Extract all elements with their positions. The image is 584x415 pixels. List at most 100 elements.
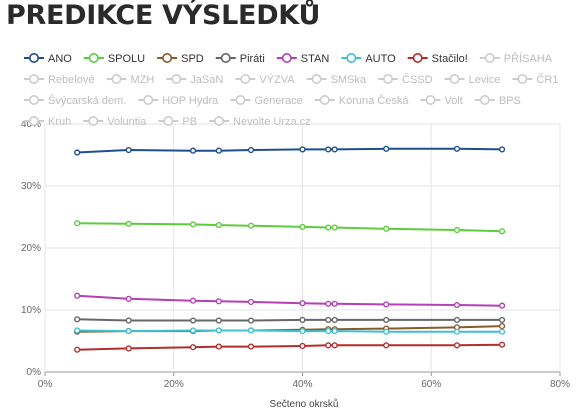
data-point-stan[interactable] <box>215 298 222 305</box>
legend-item-jasan[interactable]: JaSaN <box>166 74 223 86</box>
data-point-stan[interactable] <box>453 301 461 309</box>
data-point-pirati[interactable] <box>383 316 390 324</box>
data-point-spolu[interactable] <box>125 220 132 227</box>
data-point-stan[interactable] <box>74 292 81 299</box>
legend-label: Švýcarská dem. <box>48 94 126 107</box>
data-point-stan[interactable] <box>325 300 332 307</box>
data-point-spolu[interactable] <box>453 226 461 234</box>
legend-item-hop-hydra[interactable]: HOP Hydra <box>138 95 219 107</box>
data-point-ano[interactable] <box>383 145 390 152</box>
data-point-auto[interactable] <box>383 328 390 335</box>
legend-item-bps[interactable]: BPS <box>474 95 521 107</box>
data-point-ano[interactable] <box>215 147 222 154</box>
data-point-auto[interactable] <box>453 328 461 335</box>
data-point-stacilo[interactable] <box>189 344 197 351</box>
data-point-spolu[interactable] <box>498 228 506 235</box>
data-point-pirati[interactable] <box>74 316 81 323</box>
data-point-stan[interactable] <box>498 302 506 309</box>
legend-label: Voluntia <box>107 116 147 128</box>
data-point-auto[interactable] <box>215 327 222 334</box>
data-point-ano[interactable] <box>125 146 132 154</box>
data-point-ano[interactable] <box>299 146 306 153</box>
data-point-auto[interactable] <box>125 327 132 335</box>
legend-item-ano[interactable]: ANO <box>24 52 72 65</box>
data-point-spolu[interactable] <box>189 221 197 228</box>
data-point-stacilo[interactable] <box>74 346 81 353</box>
legend-item-nevolte-urza-cz[interactable]: Nevolte Urza.cz <box>209 116 311 128</box>
data-point-pirati[interactable] <box>125 317 132 324</box>
chart-grid <box>44 123 561 373</box>
data-point-spolu[interactable] <box>247 222 255 229</box>
legend-item-smska[interactable]: SMSka <box>306 74 367 86</box>
legend-symbol-marker <box>484 52 495 63</box>
data-point-stacilo[interactable] <box>498 341 506 348</box>
data-point-stacilo[interactable] <box>125 345 132 352</box>
data-point-spolu[interactable] <box>215 221 222 229</box>
data-point-spolu[interactable] <box>74 220 81 227</box>
data-point-auto[interactable] <box>331 327 338 335</box>
legend-item-auto[interactable]: AUTO <box>341 52 396 65</box>
data-point-stacilo[interactable] <box>331 342 338 349</box>
data-point-stan[interactable] <box>331 300 338 307</box>
data-point-pirati[interactable] <box>325 316 332 324</box>
data-point-auto[interactable] <box>247 327 255 334</box>
series-stacilo <box>74 341 506 353</box>
legend-item-voluntia[interactable]: Voluntia <box>83 116 147 128</box>
data-point-stacilo[interactable] <box>383 342 390 349</box>
data-point-stacilo[interactable] <box>215 343 222 350</box>
data-point-pirati[interactable] <box>299 316 306 324</box>
legend-item-cssd[interactable]: ČSSD <box>378 73 433 86</box>
legend-item-stan[interactable]: STAN <box>276 52 330 65</box>
data-point-spolu[interactable] <box>299 223 306 231</box>
legend-item-vyzva[interactable]: VÝZVA <box>235 73 295 86</box>
data-point-pirati[interactable] <box>498 316 506 324</box>
data-point-stacilo[interactable] <box>247 343 255 350</box>
data-point-ano[interactable] <box>453 145 461 152</box>
legend-item-volt[interactable]: Volt <box>420 95 463 107</box>
data-point-stacilo[interactable] <box>299 342 306 350</box>
data-point-pirati[interactable] <box>215 317 222 324</box>
legend-symbol-marker <box>88 116 99 127</box>
legend-item-koruna-ceska[interactable]: Koruna Česká <box>314 94 410 107</box>
data-point-pirati[interactable] <box>189 317 197 324</box>
data-point-auto[interactable] <box>299 327 306 335</box>
data-point-stacilo[interactable] <box>453 342 461 349</box>
data-point-stan[interactable] <box>125 295 132 302</box>
legend-item-generace[interactable]: Generace <box>230 95 303 107</box>
data-point-pirati[interactable] <box>453 316 461 324</box>
data-point-spolu[interactable] <box>325 224 332 231</box>
data-point-auto[interactable] <box>189 327 197 334</box>
data-point-stan[interactable] <box>299 300 306 307</box>
data-point-stan[interactable] <box>383 301 390 308</box>
legend-item-svycarska-dem[interactable]: Švýcarská dem. <box>24 94 126 107</box>
legend-item-spd[interactable]: SPD <box>157 52 204 65</box>
data-point-ano[interactable] <box>331 146 338 153</box>
data-point-auto[interactable] <box>325 327 332 335</box>
legend-item-prisaha[interactable]: PŘÍSAHA <box>479 52 553 65</box>
data-point-ano[interactable] <box>498 146 506 153</box>
legend-item-levice[interactable]: Levice <box>444 74 501 86</box>
data-point-spolu[interactable] <box>331 224 338 231</box>
legend-item-mzh[interactable]: MZH <box>106 74 154 86</box>
legend-item-pirati[interactable]: Piráti <box>215 52 265 65</box>
data-point-pirati[interactable] <box>247 317 255 324</box>
legend-item-kruh[interactable]: Kruh <box>24 116 71 128</box>
data-point-stacilo[interactable] <box>325 342 332 349</box>
data-point-ano[interactable] <box>247 146 255 154</box>
data-point-spolu[interactable] <box>383 225 390 232</box>
legend-item-pb[interactable]: PB <box>158 116 197 128</box>
data-point-pirati[interactable] <box>331 316 338 324</box>
data-point-ano[interactable] <box>74 149 81 156</box>
legend-item-spolu[interactable]: SPOLU <box>83 52 145 65</box>
data-point-stan[interactable] <box>189 297 197 304</box>
data-point-stan[interactable] <box>247 298 255 306</box>
data-point-auto[interactable] <box>498 328 506 335</box>
data-point-ano[interactable] <box>189 147 197 154</box>
legend-item-cr1[interactable]: ČR1 <box>512 73 558 86</box>
legend-item-stacilo[interactable]: Stačilo! <box>407 52 468 65</box>
data-point-spd[interactable] <box>498 323 506 330</box>
data-point-ano[interactable] <box>325 146 332 153</box>
legend-symbol-marker <box>88 52 99 63</box>
data-point-auto[interactable] <box>74 327 81 334</box>
legend-item-rebelove[interactable]: Rebelové <box>24 74 94 86</box>
